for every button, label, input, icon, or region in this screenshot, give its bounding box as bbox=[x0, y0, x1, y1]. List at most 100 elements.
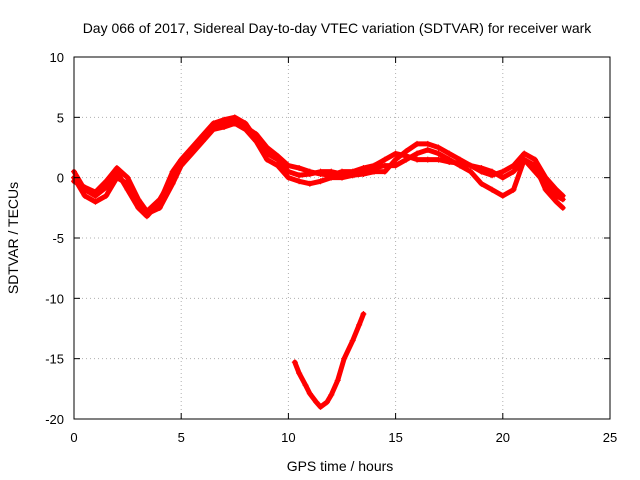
data-point bbox=[553, 186, 560, 193]
data-point bbox=[103, 192, 110, 199]
data-point bbox=[381, 156, 388, 163]
data-point bbox=[414, 156, 421, 163]
data-point bbox=[446, 158, 453, 165]
x-tick-label: 5 bbox=[178, 430, 185, 445]
data-point bbox=[467, 162, 474, 169]
y-tick-label: 5 bbox=[57, 110, 64, 125]
data-point bbox=[424, 140, 431, 147]
data-point bbox=[296, 165, 303, 172]
data-point bbox=[478, 180, 485, 187]
data-point bbox=[435, 156, 442, 163]
data-point bbox=[521, 150, 528, 157]
data-point bbox=[349, 337, 356, 344]
data-point bbox=[392, 162, 399, 169]
data-point bbox=[553, 192, 560, 199]
data-point bbox=[210, 123, 217, 130]
data-point bbox=[113, 174, 120, 181]
data-point bbox=[92, 189, 99, 196]
data-point bbox=[559, 204, 566, 211]
data-point bbox=[559, 196, 566, 203]
data-point bbox=[296, 172, 303, 179]
data-point bbox=[253, 138, 260, 145]
data-point bbox=[553, 198, 560, 205]
y-tick-label: -5 bbox=[52, 231, 64, 246]
data-point bbox=[81, 192, 88, 199]
x-tick-label: 0 bbox=[70, 430, 77, 445]
data-point bbox=[360, 165, 367, 172]
x-tick-label: 15 bbox=[388, 430, 402, 445]
data-point bbox=[510, 168, 517, 175]
data-point bbox=[414, 140, 421, 147]
y-tick-label: -20 bbox=[45, 412, 64, 427]
data-point bbox=[296, 178, 303, 185]
data-point bbox=[403, 152, 410, 159]
data-point bbox=[339, 174, 345, 181]
data-point bbox=[542, 186, 549, 193]
data-point bbox=[499, 174, 506, 181]
data-point bbox=[188, 146, 195, 153]
axis-ticks: 0 5 10 15 20 25 -20 -15 -10 -5 0 5 10 bbox=[45, 50, 617, 445]
data-point bbox=[478, 165, 485, 172]
data-point bbox=[381, 168, 388, 175]
data-point bbox=[414, 150, 421, 157]
data-point bbox=[306, 168, 313, 175]
data-point bbox=[341, 355, 348, 362]
data-point bbox=[392, 150, 399, 157]
data-point bbox=[156, 196, 163, 203]
data-point bbox=[263, 144, 270, 151]
data-point bbox=[317, 171, 324, 178]
data-point bbox=[339, 168, 345, 175]
data-point bbox=[253, 131, 260, 138]
data-point bbox=[489, 168, 496, 175]
data-point bbox=[169, 174, 176, 181]
data-point bbox=[510, 162, 517, 169]
y-tick-label: 10 bbox=[50, 50, 64, 65]
data-point bbox=[81, 184, 88, 191]
data-point bbox=[356, 321, 363, 328]
x-axis-label: GPS time / hours bbox=[287, 458, 394, 474]
data-point bbox=[156, 204, 163, 211]
data-point bbox=[296, 370, 303, 377]
data-point bbox=[328, 391, 335, 398]
data-point bbox=[542, 174, 549, 181]
data-point bbox=[446, 150, 453, 157]
data-point bbox=[199, 134, 206, 141]
data-point bbox=[92, 198, 99, 205]
data-point bbox=[313, 399, 320, 406]
data-point bbox=[323, 399, 330, 406]
data-point bbox=[285, 162, 292, 169]
data-point bbox=[135, 196, 142, 203]
data-point bbox=[381, 162, 388, 169]
data-point bbox=[499, 192, 506, 199]
data-point bbox=[349, 168, 356, 175]
data-point bbox=[542, 180, 549, 187]
y-tick-label: 0 bbox=[57, 171, 64, 186]
data-point bbox=[531, 168, 538, 175]
data-point bbox=[231, 119, 238, 126]
data-point bbox=[317, 403, 324, 410]
data-point bbox=[306, 180, 313, 187]
data-point bbox=[306, 390, 313, 397]
data-point bbox=[124, 174, 131, 181]
data-point bbox=[499, 168, 506, 175]
data-point bbox=[291, 359, 298, 366]
data-point bbox=[317, 178, 324, 185]
data-point bbox=[424, 156, 431, 163]
data-point bbox=[242, 123, 249, 130]
x-tick-label: 20 bbox=[496, 430, 510, 445]
data-point bbox=[371, 162, 378, 169]
data-point bbox=[178, 160, 185, 167]
data-point bbox=[328, 172, 335, 179]
data-point bbox=[456, 160, 463, 167]
y-tick-label: -15 bbox=[45, 352, 64, 367]
data-point bbox=[510, 186, 517, 193]
data-point bbox=[274, 162, 281, 169]
data-point bbox=[103, 184, 110, 191]
y-axis-label: SDTVAR / TECUs bbox=[5, 182, 21, 294]
y-tick-label: -10 bbox=[45, 291, 64, 306]
data-point bbox=[143, 208, 150, 215]
data-series bbox=[71, 114, 566, 410]
data-point bbox=[531, 156, 538, 163]
x-tick-label: 25 bbox=[603, 430, 617, 445]
